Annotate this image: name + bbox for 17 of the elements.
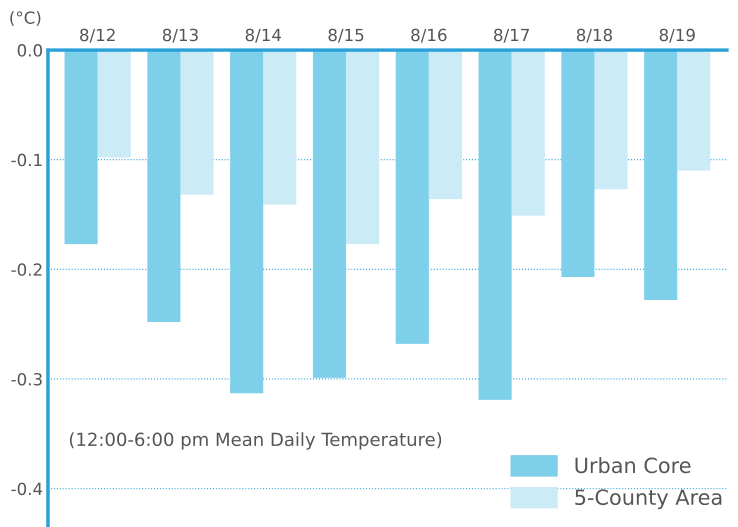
y-tick-label: -0.4	[11, 482, 42, 496]
legend-label: Urban Core	[576, 457, 690, 474]
x-tick-label: 8/13	[162, 28, 198, 43]
x-tick-label: 8/18	[576, 28, 612, 43]
x-tick-label: 8/19	[660, 28, 695, 43]
y-tick-label: -0.2	[11, 263, 42, 276]
annotation: (12:00-6:00 pm Mean Daily Temperature)	[70, 432, 442, 450]
x-tick-label: 8/17	[494, 28, 529, 43]
y-axis-title: (°C)	[10, 11, 40, 26]
legend-label: 5-County Area	[575, 489, 722, 510]
x-tick-label: 8/14	[246, 28, 282, 43]
x-tick-label: 8/15	[328, 28, 364, 43]
x-tick-label: 8/16	[411, 28, 447, 43]
y-tick-label: -0.3	[11, 372, 42, 386]
y-tick-label: -0.1	[11, 154, 42, 166]
y-tick-label: 0.0	[18, 44, 42, 57]
x-tick-label: 8/12	[80, 28, 115, 43]
